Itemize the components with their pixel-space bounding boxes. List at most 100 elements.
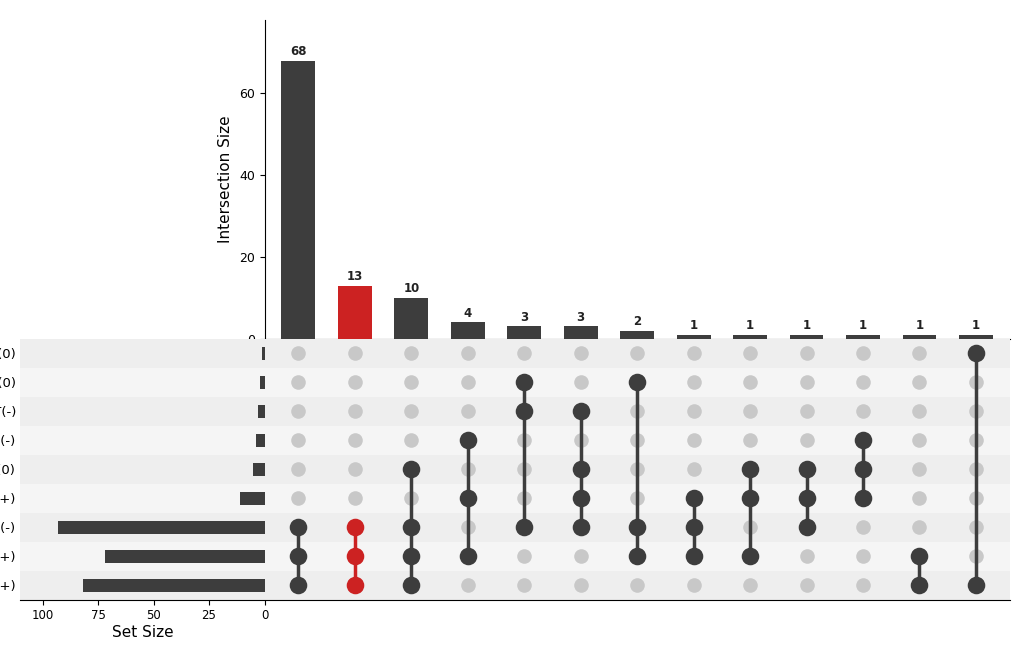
Point	[403, 406, 419, 416]
Point	[798, 580, 814, 590]
Point	[967, 348, 983, 358]
Bar	[260, 376, 264, 389]
Point	[516, 493, 532, 503]
Point	[346, 522, 363, 532]
Point	[967, 348, 983, 358]
Point	[685, 522, 701, 532]
Point	[403, 522, 419, 532]
Point	[403, 551, 419, 561]
Point	[854, 522, 870, 532]
Bar	[902, 335, 935, 339]
Bar	[20, 426, 264, 455]
Point	[572, 522, 588, 532]
Point	[403, 348, 419, 358]
Point	[798, 406, 814, 416]
Point	[460, 406, 476, 416]
Point	[516, 348, 532, 358]
Point	[741, 493, 757, 503]
Point	[572, 493, 588, 503]
Point	[346, 522, 363, 532]
Point	[685, 406, 701, 416]
Text: 1: 1	[745, 319, 753, 332]
Bar	[262, 347, 264, 360]
Point	[403, 580, 419, 590]
Point	[798, 493, 814, 503]
Point	[798, 377, 814, 387]
Point	[967, 435, 983, 445]
Point	[910, 551, 926, 561]
Point	[403, 377, 419, 387]
Point	[798, 464, 814, 474]
Point	[572, 464, 588, 474]
Bar	[337, 285, 372, 339]
Point	[403, 464, 419, 474]
Point	[290, 493, 307, 503]
Text: 2: 2	[633, 315, 641, 328]
Bar	[564, 326, 597, 339]
Bar	[264, 542, 1009, 571]
Text: 3: 3	[576, 311, 584, 324]
Bar	[20, 455, 264, 484]
Point	[741, 348, 757, 358]
Bar	[958, 335, 991, 339]
Point	[685, 377, 701, 387]
Point	[741, 406, 757, 416]
Text: 4: 4	[464, 307, 472, 320]
Point	[685, 522, 701, 532]
Text: 1: 1	[914, 319, 922, 332]
Y-axis label: Intersection Size: Intersection Size	[218, 115, 233, 243]
Point	[516, 522, 532, 532]
Text: 1: 1	[689, 319, 697, 332]
Point	[741, 464, 757, 474]
Point	[629, 522, 645, 532]
Bar	[83, 579, 264, 592]
Point	[290, 464, 307, 474]
Point	[910, 551, 926, 561]
Bar	[264, 571, 1009, 600]
Bar	[450, 322, 484, 339]
Point	[629, 493, 645, 503]
Point	[346, 464, 363, 474]
Bar	[20, 571, 264, 600]
Point	[290, 435, 307, 445]
Point	[854, 493, 870, 503]
Point	[629, 551, 645, 561]
Point	[516, 406, 532, 416]
Point	[460, 551, 476, 561]
Point	[460, 522, 476, 532]
Bar	[239, 492, 264, 505]
Point	[290, 522, 307, 532]
Point	[290, 377, 307, 387]
Point	[346, 493, 363, 503]
Point	[685, 493, 701, 503]
Point	[460, 551, 476, 561]
Bar	[733, 335, 766, 339]
Point	[290, 580, 307, 590]
Point	[346, 377, 363, 387]
Point	[516, 580, 532, 590]
Point	[910, 377, 926, 387]
Bar	[20, 513, 264, 542]
Point	[572, 377, 588, 387]
Point	[629, 551, 645, 561]
Point	[967, 580, 983, 590]
Point	[910, 580, 926, 590]
Bar	[253, 463, 264, 476]
Point	[346, 348, 363, 358]
Point	[346, 551, 363, 561]
Point	[798, 493, 814, 503]
Point	[403, 551, 419, 561]
Point	[516, 551, 532, 561]
Point	[910, 464, 926, 474]
Point	[516, 435, 532, 445]
Bar	[789, 335, 822, 339]
Point	[685, 435, 701, 445]
Point	[290, 522, 307, 532]
Bar	[256, 434, 264, 447]
Point	[460, 580, 476, 590]
Point	[967, 493, 983, 503]
Point	[516, 464, 532, 474]
Point	[741, 435, 757, 445]
Point	[572, 348, 588, 358]
Point	[629, 377, 645, 387]
